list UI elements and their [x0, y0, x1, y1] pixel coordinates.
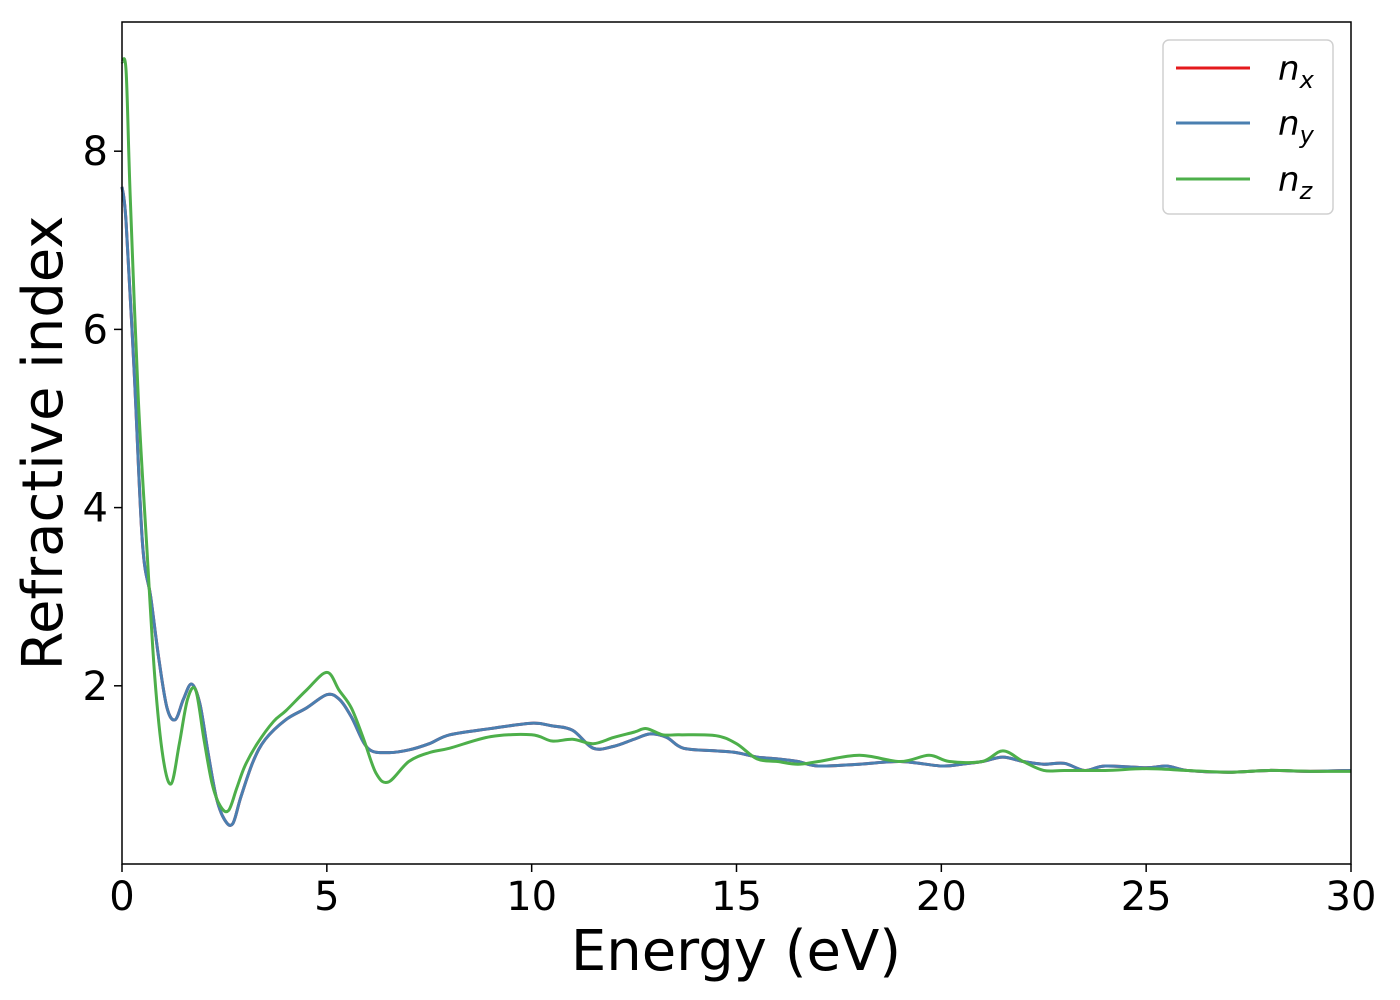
x-tick-label: 0 — [109, 874, 134, 920]
legend: nx ny nz — [1162, 39, 1334, 215]
legend-label-nx: nx — [1278, 49, 1315, 94]
legend-label-nz: nz — [1278, 160, 1314, 205]
y-tick-label: 8 — [83, 129, 108, 175]
series-layer — [120, 57, 1352, 827]
plot-background — [122, 22, 1351, 864]
x-tick-label: 5 — [314, 874, 339, 920]
legend-entry-nz: nz — [1176, 160, 1314, 205]
x-tick-label: 15 — [711, 874, 762, 920]
y-tick-label: 2 — [83, 664, 108, 710]
x-tick-label: 20 — [916, 874, 967, 920]
y-tick-label: 4 — [83, 486, 108, 532]
y-axis-title: Refractive index — [11, 216, 76, 671]
y-tick-label: 6 — [83, 307, 108, 353]
x-tick-label: 25 — [1121, 874, 1172, 920]
x-tick-label: 30 — [1326, 874, 1377, 920]
series-line-ny — [120, 186, 1352, 827]
ticks-layer: 0 5 10 15 20 25 30 2 4 6 8 — [83, 129, 1377, 920]
series-line-nz — [120, 57, 1352, 814]
legend-label-ny: ny — [1278, 104, 1315, 149]
plot-frame — [121, 21, 1352, 865]
legend-entry-nx: nx — [1176, 49, 1315, 94]
legend-entry-ny: ny — [1176, 104, 1315, 149]
x-tick-label: 10 — [506, 874, 557, 920]
x-axis-title: Energy (eV) — [571, 919, 901, 984]
legend-box — [1162, 39, 1334, 215]
